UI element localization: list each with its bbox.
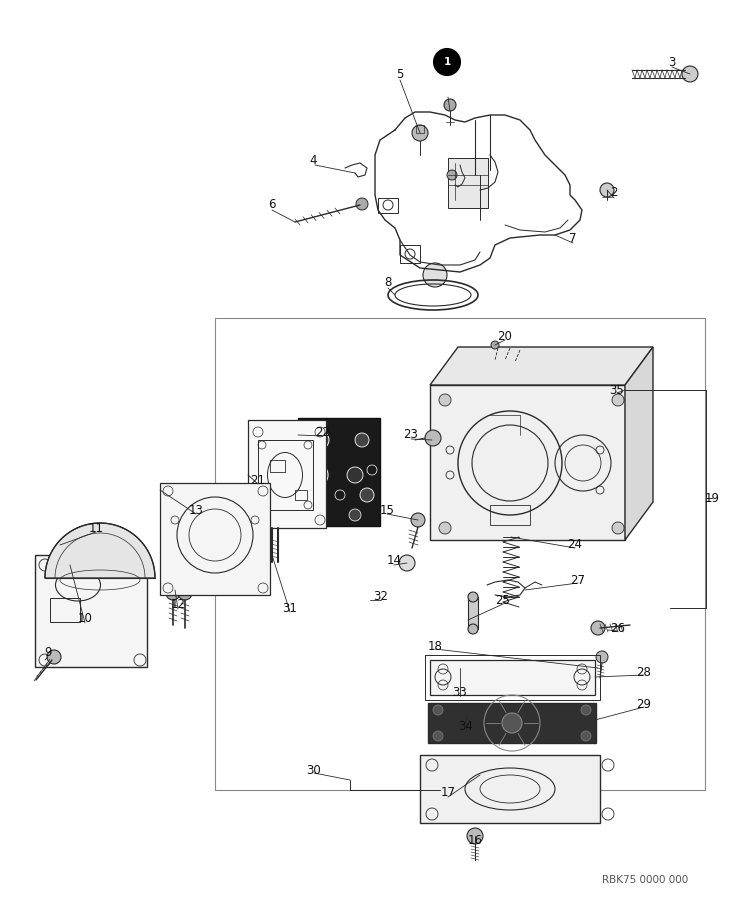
Circle shape xyxy=(360,488,374,502)
Text: 17: 17 xyxy=(441,787,456,799)
Circle shape xyxy=(439,394,451,406)
Text: 2: 2 xyxy=(610,187,618,199)
Bar xyxy=(400,245,420,263)
Text: 4: 4 xyxy=(309,153,316,167)
Text: 7: 7 xyxy=(569,232,577,244)
Circle shape xyxy=(468,624,478,634)
Bar xyxy=(420,755,600,823)
Text: 9: 9 xyxy=(44,646,52,658)
Text: 11: 11 xyxy=(88,521,104,535)
Text: 14: 14 xyxy=(386,554,402,566)
Text: 25: 25 xyxy=(495,594,511,606)
Bar xyxy=(298,418,380,526)
Text: 21: 21 xyxy=(250,474,266,487)
Text: 12: 12 xyxy=(171,597,185,611)
Text: 28: 28 xyxy=(637,666,651,678)
Text: 33: 33 xyxy=(453,686,467,699)
Bar xyxy=(468,597,478,629)
Bar xyxy=(490,505,530,525)
Text: 15: 15 xyxy=(380,503,394,517)
Text: 1: 1 xyxy=(443,57,450,67)
Text: 5: 5 xyxy=(396,69,403,81)
Bar xyxy=(215,318,705,790)
Circle shape xyxy=(47,650,61,664)
Bar xyxy=(270,460,285,472)
Circle shape xyxy=(423,263,447,287)
Circle shape xyxy=(166,586,180,600)
Bar xyxy=(35,555,147,667)
Bar xyxy=(248,420,326,528)
Text: 26: 26 xyxy=(610,621,626,634)
Text: RBK75 0000 000: RBK75 0000 000 xyxy=(602,875,688,885)
Circle shape xyxy=(347,467,363,483)
Text: 3: 3 xyxy=(668,56,676,69)
Circle shape xyxy=(310,502,326,518)
Circle shape xyxy=(178,586,192,600)
Text: 16: 16 xyxy=(467,833,483,846)
Text: 32: 32 xyxy=(374,591,389,603)
Circle shape xyxy=(349,509,361,521)
Text: 18: 18 xyxy=(428,640,442,652)
Circle shape xyxy=(467,828,483,844)
Circle shape xyxy=(682,66,698,82)
Text: 27: 27 xyxy=(570,574,586,586)
Circle shape xyxy=(591,621,605,635)
Circle shape xyxy=(612,522,624,534)
Circle shape xyxy=(612,394,624,406)
Polygon shape xyxy=(625,347,653,540)
Polygon shape xyxy=(45,523,155,578)
Bar xyxy=(430,385,625,540)
Bar xyxy=(295,490,307,500)
Bar xyxy=(448,158,488,208)
Circle shape xyxy=(412,125,428,141)
Bar xyxy=(258,440,313,510)
Text: 31: 31 xyxy=(283,603,297,615)
Text: 10: 10 xyxy=(77,612,93,624)
Polygon shape xyxy=(430,347,653,385)
Circle shape xyxy=(434,49,460,75)
Text: 20: 20 xyxy=(498,329,512,343)
Circle shape xyxy=(444,99,456,111)
Text: 34: 34 xyxy=(459,720,473,732)
Text: 19: 19 xyxy=(704,492,720,504)
Circle shape xyxy=(433,731,443,741)
Circle shape xyxy=(304,463,328,487)
Circle shape xyxy=(399,555,415,571)
Text: 22: 22 xyxy=(316,426,330,438)
Bar xyxy=(50,598,80,622)
Circle shape xyxy=(581,705,591,715)
Text: 8: 8 xyxy=(384,277,392,290)
Text: 24: 24 xyxy=(567,538,582,550)
Text: 29: 29 xyxy=(637,697,651,711)
Text: 30: 30 xyxy=(307,763,322,777)
Text: 6: 6 xyxy=(268,198,276,211)
Bar xyxy=(378,198,398,213)
Circle shape xyxy=(600,183,614,197)
Bar xyxy=(430,660,595,695)
Text: 35: 35 xyxy=(609,383,624,397)
Text: 13: 13 xyxy=(188,503,203,517)
Circle shape xyxy=(355,433,369,447)
Circle shape xyxy=(468,592,478,602)
Circle shape xyxy=(439,522,451,534)
Bar xyxy=(160,483,270,595)
Circle shape xyxy=(411,513,425,527)
Bar xyxy=(428,703,596,743)
Bar xyxy=(425,655,600,700)
Circle shape xyxy=(425,430,441,446)
Bar xyxy=(416,125,424,133)
Circle shape xyxy=(502,713,522,733)
Circle shape xyxy=(581,731,591,741)
Text: 23: 23 xyxy=(403,428,419,441)
Circle shape xyxy=(491,341,499,349)
Circle shape xyxy=(447,170,457,180)
Circle shape xyxy=(356,198,368,210)
Circle shape xyxy=(433,705,443,715)
Circle shape xyxy=(596,651,608,663)
Circle shape xyxy=(311,431,329,449)
